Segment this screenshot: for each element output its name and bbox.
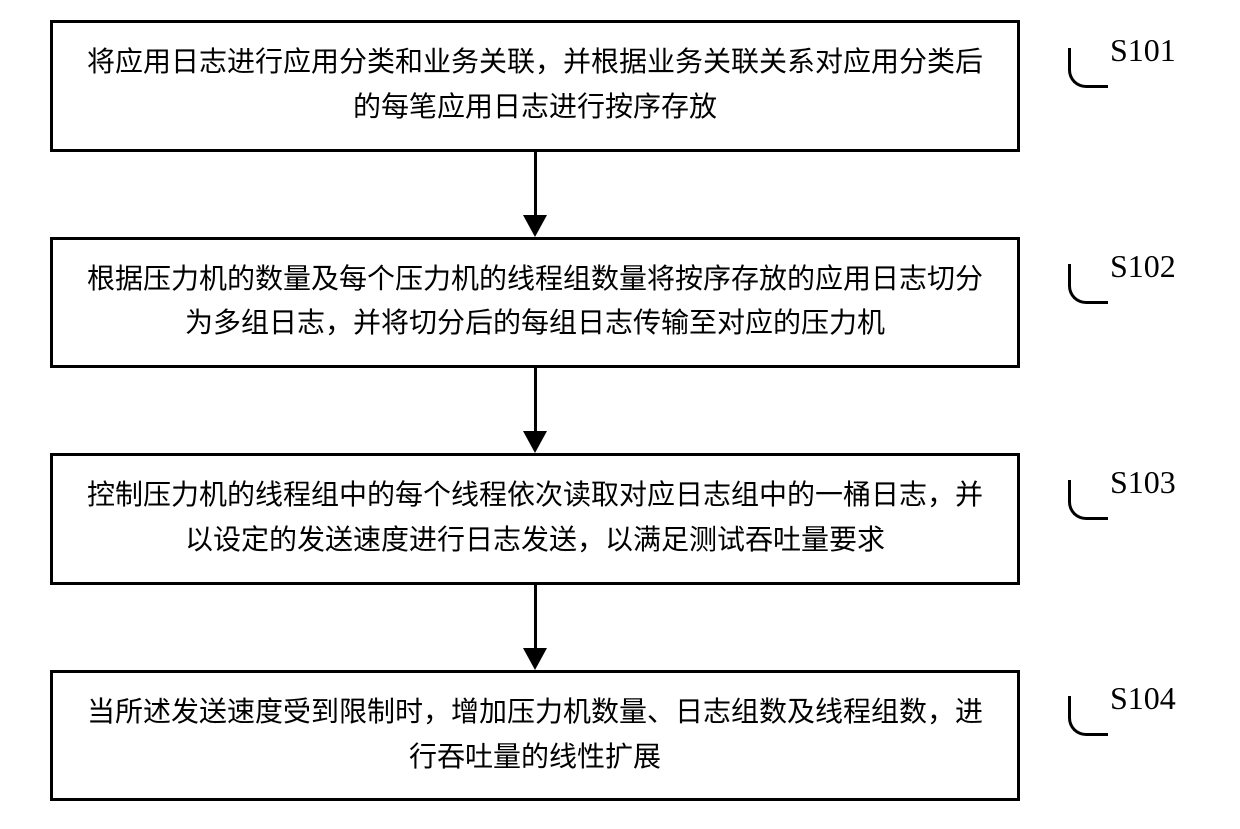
step-text-1: 将应用日志进行应用分类和业务关联，并根据业务关联关系对应用分类后的每笔应用日志进… (87, 47, 983, 123)
step-text-2: 根据压力机的数量及每个压力机的线程组数量将按序存放的应用日志切分为多组日志，并将… (87, 264, 983, 340)
step-text-3: 控制压力机的线程组中的每个线程依次读取对应日志组中的一桶日志，并以设定的发送速度… (87, 480, 983, 556)
arrow-head-3 (523, 648, 547, 670)
arrow-head-2 (523, 431, 547, 453)
step-label-4: S104 (1110, 680, 1176, 717)
step-row-3: 控制压力机的线程组中的每个线程依次读取对应日志组中的一桶日志，并以设定的发送速度… (50, 453, 1190, 585)
connector-4 (1068, 696, 1108, 736)
arrow-3 (50, 585, 1020, 670)
step-box-2: 根据压力机的数量及每个压力机的线程组数量将按序存放的应用日志切分为多组日志，并将… (50, 237, 1020, 369)
step-box-1: 将应用日志进行应用分类和业务关联，并根据业务关联关系对应用分类后的每笔应用日志进… (50, 20, 1020, 152)
step-label-1: S101 (1110, 32, 1176, 69)
arrow-line-2 (534, 368, 537, 433)
connector-2 (1068, 264, 1108, 304)
arrow-2 (50, 368, 1020, 453)
arrow-line-3 (534, 585, 537, 650)
step-row-4: 当所述发送速度受到限制时，增加压力机数量、日志组数及线程组数，进行吞吐量的线性扩… (50, 670, 1190, 802)
arrow-head-1 (523, 215, 547, 237)
step-row-1: 将应用日志进行应用分类和业务关联，并根据业务关联关系对应用分类后的每笔应用日志进… (50, 20, 1190, 152)
step-text-4: 当所述发送速度受到限制时，增加压力机数量、日志组数及线程组数，进行吞吐量的线性扩… (87, 697, 983, 773)
flowchart-container: 将应用日志进行应用分类和业务关联，并根据业务关联关系对应用分类后的每笔应用日志进… (50, 20, 1190, 801)
connector-1 (1068, 48, 1108, 88)
step-box-4: 当所述发送速度受到限制时，增加压力机数量、日志组数及线程组数，进行吞吐量的线性扩… (50, 670, 1020, 802)
connector-3 (1068, 480, 1108, 520)
step-label-2: S102 (1110, 248, 1176, 285)
step-row-2: 根据压力机的数量及每个压力机的线程组数量将按序存放的应用日志切分为多组日志，并将… (50, 237, 1190, 369)
step-box-3: 控制压力机的线程组中的每个线程依次读取对应日志组中的一桶日志，并以设定的发送速度… (50, 453, 1020, 585)
arrow-1 (50, 152, 1020, 237)
arrow-line-1 (534, 152, 537, 217)
step-label-3: S103 (1110, 464, 1176, 501)
